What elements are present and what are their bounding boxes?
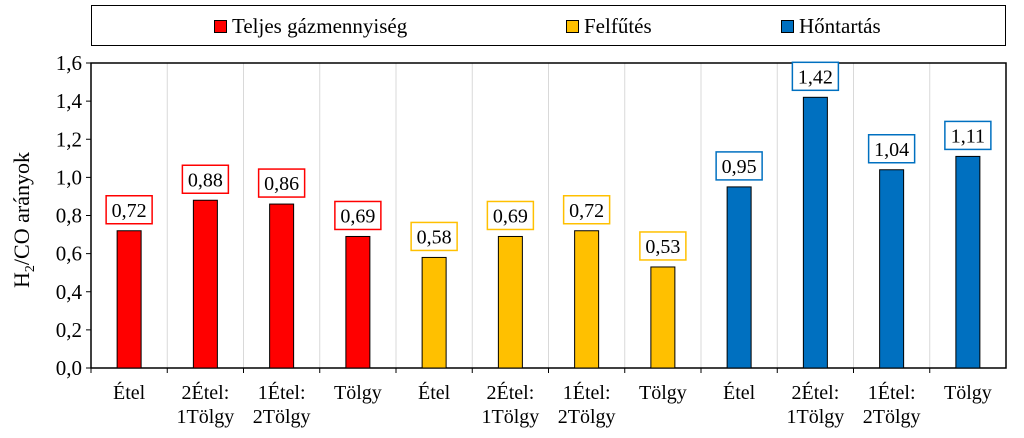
x-tick-label: 1Tölgy: [481, 406, 539, 428]
y-tick-label: 0,8: [56, 204, 82, 228]
x-tick-label: Étel: [418, 381, 451, 404]
data-label-box: [791, 61, 840, 92]
data-label-box: [410, 221, 458, 252]
bar: [955, 155, 981, 369]
x-tick-label: 2Étel:: [181, 381, 229, 404]
x-tick-label: 1Étel:: [868, 381, 916, 404]
legend-swatch-yellow: [566, 19, 579, 33]
data-label-box: [639, 231, 687, 261]
bar: [879, 169, 905, 369]
bar: [574, 230, 600, 369]
data-label-box: [486, 200, 535, 231]
data-label-box: [867, 134, 916, 164]
x-tick-label: 2Tölgy: [253, 406, 311, 428]
data-label: 0,95: [722, 156, 757, 178]
data-label: 1,11: [951, 125, 985, 147]
data-label: 0,69: [493, 205, 528, 227]
legend-item-teljes: Teljes gázmennyiség: [214, 14, 407, 38]
bar: [192, 199, 218, 369]
y-tick-label: 1,6: [56, 51, 82, 75]
bar: [116, 230, 142, 369]
data-label: 0,53: [645, 236, 680, 258]
legend-item-hontartas: Hőntartás: [781, 14, 881, 38]
x-tick-label: 1Étel:: [258, 381, 306, 404]
bar: [802, 96, 828, 369]
x-tick-label: 2Étel:: [486, 381, 534, 404]
x-tick-label: Tölgy: [334, 382, 382, 404]
x-tick-label: Tölgy: [944, 382, 992, 404]
x-tick-label: Étel: [723, 381, 756, 404]
bar: [269, 203, 295, 369]
x-tick-label: 1Tölgy: [786, 406, 844, 428]
data-label: 1,04: [874, 139, 909, 161]
legend-label: Teljes gázmennyiség: [232, 14, 408, 38]
data-label: 0,69: [340, 205, 375, 227]
data-label-box: [944, 120, 992, 151]
data-label: 0,72: [569, 200, 604, 222]
x-tick-label: 1Tölgy: [176, 406, 234, 428]
data-label: 0,88: [188, 169, 223, 191]
legend-item-felfutes: Felfűtés: [566, 14, 652, 38]
y-tick-label: 0,6: [56, 242, 82, 266]
legend-label: Hőntartás: [799, 14, 881, 38]
bar: [345, 235, 371, 369]
data-label: 0,58: [417, 226, 452, 248]
y-tick-label: 1,2: [56, 127, 82, 151]
bar: [421, 256, 447, 369]
data-label-box: [562, 195, 611, 225]
legend-swatch-blue: [781, 19, 794, 33]
x-tick-label: 2Tölgy: [863, 406, 921, 428]
legend-swatch-red: [214, 19, 227, 33]
x-tick-label: Étel: [113, 381, 146, 404]
data-label-box: [105, 195, 153, 225]
data-label-box: [257, 168, 306, 198]
data-label-box: [715, 151, 763, 181]
x-tick-label: 2Tölgy: [558, 406, 616, 428]
data-label: 0,72: [112, 200, 147, 222]
legend: Teljes gázmennyiség Felfűtés Hőntartás: [91, 5, 1006, 46]
y-tick-label: 1,4: [56, 89, 83, 113]
x-tick-label: Tölgy: [639, 382, 687, 404]
y-tick-label: 1,0: [56, 165, 82, 189]
y-tick-label: 0,2: [56, 318, 82, 342]
y-tick-label: 0,0: [56, 356, 82, 380]
bar: [650, 266, 676, 369]
x-tick-label: 1Étel:: [563, 381, 611, 404]
y-tick-label: 0,4: [56, 280, 83, 304]
bar: [726, 186, 752, 369]
data-label-box: [334, 200, 382, 231]
data-label: 1,42: [798, 66, 833, 88]
data-label-box: [181, 164, 230, 194]
data-label: 0,86: [264, 173, 299, 195]
x-tick-label: 2Étel:: [791, 381, 839, 404]
bar: [497, 235, 523, 369]
legend-label: Felfűtés: [584, 14, 652, 38]
